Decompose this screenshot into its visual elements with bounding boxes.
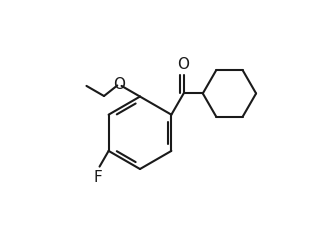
Text: F: F (93, 170, 102, 185)
Text: O: O (178, 57, 190, 72)
Text: O: O (113, 77, 125, 92)
